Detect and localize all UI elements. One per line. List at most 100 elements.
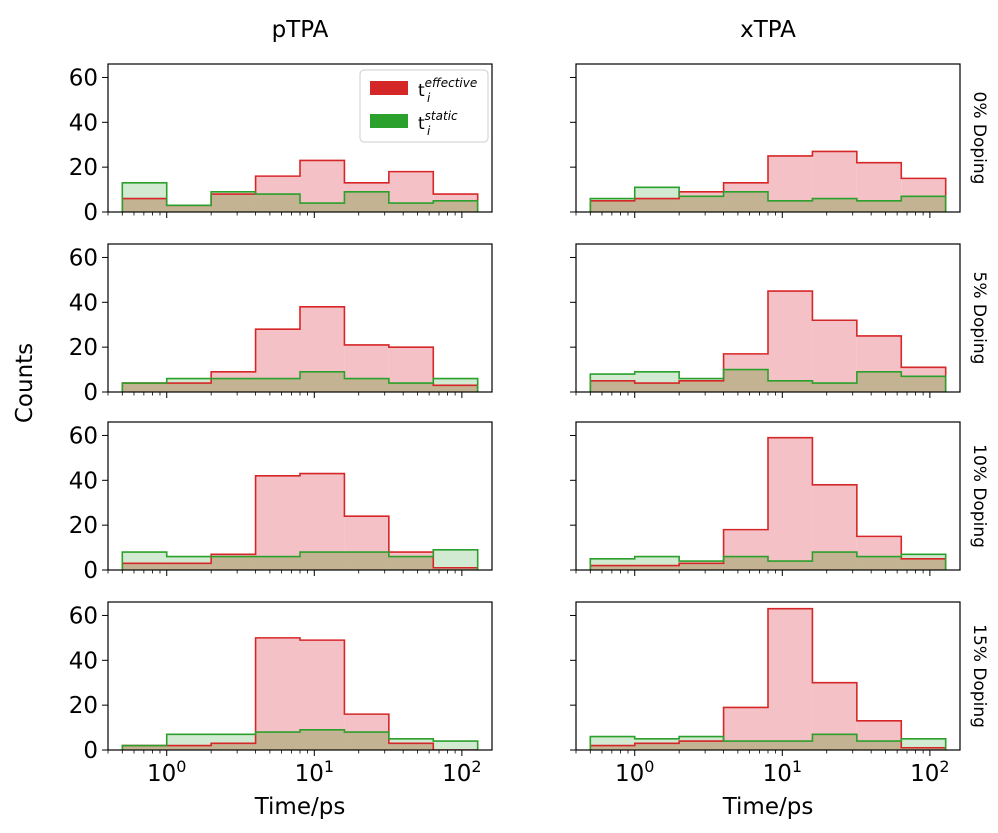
overlap-bar [388, 743, 434, 750]
static-outline [589, 733, 947, 750]
overlap-bar [433, 567, 478, 570]
y-tick-label: 0 [83, 738, 98, 764]
overlap-bar [166, 563, 212, 570]
overlap-bar [590, 745, 635, 750]
panel-pTPA-1: 0 20 40 60 [69, 243, 493, 406]
overlap-bar [122, 745, 167, 750]
overlap-bar [679, 741, 724, 750]
plot-area [121, 159, 479, 212]
effective-bar [768, 291, 813, 392]
y-tick-label: 20 [69, 335, 98, 361]
y-tick-label: 20 [69, 155, 98, 181]
y-tick-label: 60 [69, 65, 98, 91]
y-tick-label: 0 [83, 200, 98, 226]
plot-area [121, 305, 479, 392]
overlap-bar [901, 747, 946, 750]
overlap-bar [255, 378, 300, 392]
overlap-bar [679, 563, 724, 570]
overlap-bar [344, 552, 389, 570]
x-tick-exponent: 2 [471, 757, 481, 776]
overlap-bar [122, 383, 167, 392]
overlap-bar [768, 741, 813, 750]
x-tick-label: 100 [147, 757, 186, 787]
effective-outline [121, 305, 479, 392]
y-tick-label: 20 [69, 513, 98, 539]
overlap-bar [300, 552, 345, 570]
static-outline [589, 368, 947, 392]
legend-label-sub: i [427, 124, 431, 138]
row-label: 10% Doping [969, 444, 989, 548]
overlap-bar [856, 556, 902, 570]
overlap-bar [255, 732, 300, 750]
overlap-bar [590, 380, 635, 392]
overlap-bar [812, 734, 857, 750]
y-tick-label: 60 [69, 245, 98, 271]
column-title: xTPA [740, 17, 796, 43]
static-outline [589, 551, 947, 570]
column-title: pTPA [272, 17, 329, 43]
static-bar [590, 558, 635, 570]
overlap-bar [388, 203, 434, 212]
plot-area [121, 472, 479, 570]
overlap-bar [723, 191, 768, 212]
overlap-bar [634, 383, 680, 392]
static-bar [901, 738, 946, 750]
overlap-bar [812, 552, 857, 570]
y-tick-label: 40 [69, 648, 98, 674]
overlap-bar [723, 741, 768, 750]
plot-area [589, 436, 947, 570]
overlap-bar [812, 383, 857, 392]
overlap-bar [590, 200, 635, 212]
y-tick-label: 60 [69, 603, 98, 629]
y-tick-label: 0 [83, 380, 98, 406]
overlap-bar [901, 196, 946, 212]
overlap-bar [211, 556, 256, 570]
legend-label-effective: teffective i [418, 76, 477, 105]
row-label: 15% Doping [969, 624, 989, 728]
overlap-bar [901, 558, 946, 570]
effective-bar [812, 320, 857, 392]
plot-area [121, 637, 479, 750]
effective-bar [255, 475, 300, 570]
legend-label-static: tstatic i [418, 109, 458, 138]
plot-area [589, 607, 947, 750]
overlap-bar [856, 371, 902, 392]
y-axis-label: Counts [12, 343, 38, 423]
legend-label-sup: static [425, 109, 458, 123]
overlap-bar [634, 198, 680, 212]
overlap-bar [856, 741, 902, 750]
x-axis-label: Time/ps [254, 794, 346, 820]
overlap-bar [679, 380, 724, 392]
overlap-bar [723, 369, 768, 392]
x-tick-exponent: 0 [176, 757, 186, 776]
x-tick-label: 101 [295, 757, 334, 787]
y-tick-label: 20 [69, 693, 98, 719]
y-tick-label: 40 [69, 290, 98, 316]
overlap-bar [166, 205, 212, 212]
static-bar [433, 741, 478, 750]
overlap-bar [433, 385, 478, 392]
row-label: 5% Doping [969, 272, 989, 365]
overlap-bar [812, 198, 857, 212]
x-tick-exponent: 1 [324, 757, 334, 776]
overlap-bar [300, 203, 345, 212]
legend-label-sub: i [427, 91, 431, 105]
overlap-bar [166, 745, 212, 750]
static-outline [121, 549, 479, 570]
y-tick-label: 40 [69, 468, 98, 494]
overlap-bar [211, 743, 256, 750]
overlap-bar [388, 556, 434, 570]
y-tick-label: 60 [69, 423, 98, 449]
static-outline [589, 186, 947, 212]
static-outline [121, 371, 479, 392]
overlap-bar [634, 565, 680, 570]
y-tick-label: 0 [83, 558, 98, 584]
legend-label-base: t [418, 81, 425, 101]
x-tick-base: 10 [910, 761, 939, 787]
x-tick-base: 10 [442, 761, 471, 787]
row-label: 0% Doping [969, 92, 989, 185]
